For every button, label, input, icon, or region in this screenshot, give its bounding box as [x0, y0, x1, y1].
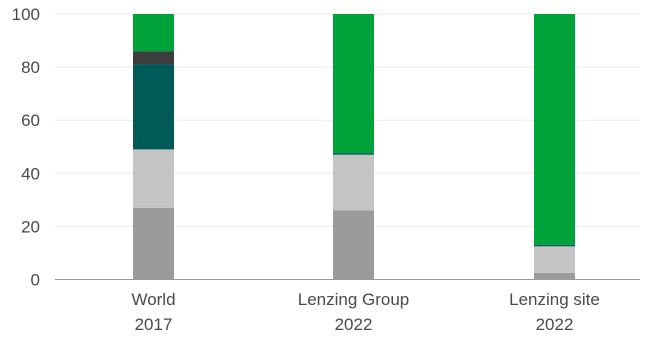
- bar-segment: [333, 14, 374, 154]
- bar-segment: [534, 272, 575, 280]
- y-tick-label: 20: [21, 217, 40, 236]
- x-category-year: 2017: [135, 315, 173, 334]
- x-category-label: Lenzing site: [509, 290, 600, 309]
- y-axis-ticks: 0 20 40 60 80 100: [12, 5, 40, 290]
- x-category-label: World: [131, 290, 175, 309]
- x-category-year: 2022: [335, 315, 373, 334]
- bar-segment: [534, 14, 575, 245]
- y-tick-label: 40: [21, 164, 40, 183]
- bar-segment: [133, 51, 174, 65]
- y-tick-label: 100: [12, 5, 40, 24]
- bars: [133, 14, 575, 280]
- y-tick-label: 0: [31, 271, 40, 290]
- bar-segment: [534, 246, 575, 273]
- x-category-year: 2022: [536, 315, 574, 334]
- bar-segment: [133, 149, 174, 208]
- bar-segment: [133, 14, 174, 52]
- bar-segment: [133, 64, 174, 150]
- x-axis-labels: World 2017 Lenzing Group 2022 Lenzing site 20…: [131, 290, 599, 334]
- bar-segment: [333, 210, 374, 280]
- y-tick-label: 80: [21, 58, 40, 77]
- bar-segment: [133, 207, 174, 280]
- bar-segment: [333, 153, 374, 155]
- x-category-label: Lenzing Group: [298, 290, 410, 309]
- bar-segment: [534, 244, 575, 247]
- bar-segment: [333, 154, 374, 211]
- y-tick-label: 60: [21, 111, 40, 130]
